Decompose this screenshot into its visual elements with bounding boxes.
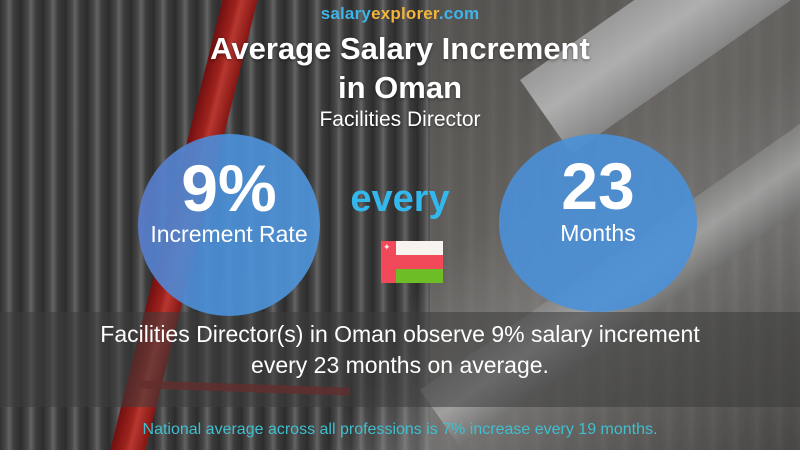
flag-red-stripe [396, 255, 443, 269]
title-line-1: Average Salary Increment [210, 31, 590, 66]
title-line-2: in Oman [337, 70, 462, 105]
increment-period-value: 23 [561, 149, 635, 223]
summary-text: Facilities Director(s) in Oman observe 9… [0, 319, 800, 381]
national-average-note: National average across all professions … [142, 421, 658, 438]
brand-salary: salary [320, 4, 372, 23]
flag-red-bar: ✦ [381, 241, 396, 283]
khanjar-emblem-icon: ✦ [383, 242, 391, 252]
increment-rate-value: 9% [181, 151, 277, 225]
summary-line-2: every 23 months on average. [251, 352, 549, 378]
job-title: Facilities Director [319, 108, 481, 131]
summary-band [0, 312, 800, 407]
every-connector: every [350, 178, 450, 220]
brand-logo[interactable]: salaryexplorer.com [0, 4, 800, 24]
summary-line-1: Facilities Director(s) in Oman observe 9… [100, 321, 700, 347]
flag-green-stripe [396, 269, 443, 283]
increment-rate-circle: 9% Increment Rate [138, 134, 320, 316]
oman-flag-icon: ✦ [381, 241, 443, 283]
brand-explorer: explorer [371, 4, 439, 23]
increment-period-circle: 23 Months [499, 134, 697, 312]
increment-rate-label: Increment Rate [150, 221, 308, 247]
increment-period-label: Months [560, 220, 636, 246]
brand-domain: .com [438, 4, 480, 23]
page-title: Average Salary Increment in Oman [0, 29, 800, 107]
flag-white-stripe [396, 241, 443, 255]
